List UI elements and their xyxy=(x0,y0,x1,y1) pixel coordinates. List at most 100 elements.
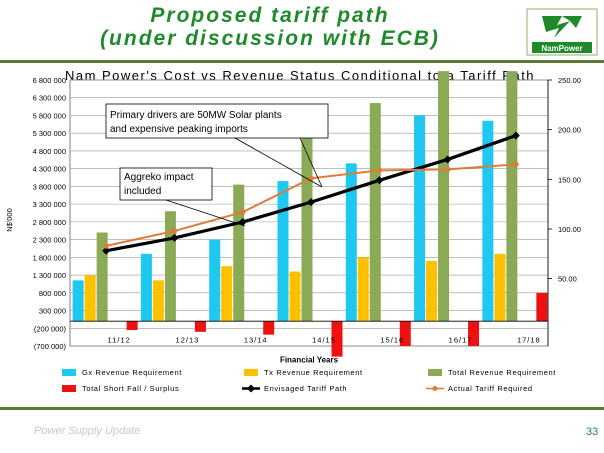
x-tick-label: 15/16 xyxy=(380,335,404,344)
annotation-box-drivers xyxy=(105,103,329,139)
bar-tx-revenue-requirement xyxy=(221,266,233,322)
line-point xyxy=(376,167,383,174)
line-point xyxy=(443,155,452,164)
chart-title: Nam Power's Cost vs Revenue Status Condi… xyxy=(65,68,535,83)
line-point xyxy=(375,176,384,185)
x-tick-label: 16/17 xyxy=(449,335,473,344)
y-left-tick-label: 2 800 000 xyxy=(33,218,66,227)
bar-total-revenue-requirement xyxy=(164,211,176,322)
annotation-drivers-line2: and expensive peaking imports xyxy=(110,124,248,135)
bar-gx-revenue-requirement xyxy=(140,253,152,322)
logo-text: NamPower xyxy=(541,44,582,53)
x-tick-label: 14/15 xyxy=(312,335,336,344)
bar-total-short-fall-surplus xyxy=(399,321,411,346)
bar-total-revenue-requirement xyxy=(301,133,313,322)
annotation-aggreko-line1: Aggreko impact xyxy=(124,172,194,183)
y-left-tick-label: 300 000 xyxy=(39,307,66,316)
bar-gx-revenue-requirement xyxy=(72,280,84,322)
line-point xyxy=(308,175,314,182)
y-left-tick-label: 1 300 000 xyxy=(33,271,66,280)
line-point xyxy=(102,246,111,255)
line-point xyxy=(239,209,246,215)
y-left-tick-label: (200 000) xyxy=(34,324,67,333)
legend-marker xyxy=(432,386,438,391)
bar-gx-revenue-requirement xyxy=(482,120,494,322)
chart-bars xyxy=(72,71,548,357)
bar-total-short-fall-surplus xyxy=(263,321,275,335)
legend-label: Envisaged Tariff Path xyxy=(264,384,347,393)
bar-total-short-fall-surplus xyxy=(468,321,480,346)
legend-swatch xyxy=(244,369,258,376)
bar-tx-revenue-requirement xyxy=(289,271,301,322)
chart-lines xyxy=(102,131,520,255)
bar-gx-revenue-requirement xyxy=(209,239,221,322)
footer-rule xyxy=(0,407,604,410)
bar-total-revenue-requirement xyxy=(96,232,108,322)
chart-legend: Gx Revenue Requirement Tx Revenue Require… xyxy=(62,368,556,393)
bar-gx-revenue-requirement xyxy=(345,163,357,322)
legend-swatch xyxy=(428,369,442,376)
y-right-tick-label: 150.00 xyxy=(558,175,581,184)
y-left-tick-label: 1 800 000 xyxy=(33,253,66,262)
bar-tx-revenue-requirement xyxy=(357,257,369,322)
bar-total-revenue-requirement xyxy=(233,184,245,322)
y-left-tick-label: 4 300 000 xyxy=(33,165,66,174)
header-rule xyxy=(0,60,604,63)
bar-total-short-fall-surplus xyxy=(126,321,138,331)
nampower-logo: NamPower xyxy=(526,8,598,56)
line-point xyxy=(171,228,178,234)
nampower-logo-icon: NamPower xyxy=(526,8,598,56)
legend-label: Gx Revenue Requirement xyxy=(82,368,182,377)
y-right-tick-label: 250.00 xyxy=(558,76,581,85)
slide-title: Proposed tariff path (under discussion w… xyxy=(60,4,480,50)
legend-swatch xyxy=(62,385,76,392)
slide-title-line2: (under discussion with ECB) xyxy=(100,27,440,50)
annotation-box-aggreko xyxy=(119,167,213,201)
y-left-tick-label: 3 800 000 xyxy=(33,182,66,191)
legend-swatch xyxy=(62,369,76,376)
bar-tx-revenue-requirement xyxy=(494,253,506,322)
y-right-tick-label: 200.00 xyxy=(558,126,581,135)
legend-label: Tx Revenue Requirement xyxy=(264,368,363,377)
legend-marker xyxy=(247,384,255,393)
annotation-drivers-pointer-b xyxy=(299,137,323,188)
bar-total-short-fall-surplus xyxy=(536,292,548,322)
y-left-tick-label: 800 000 xyxy=(39,289,66,298)
line-point xyxy=(170,233,179,242)
bar-gx-revenue-requirement xyxy=(277,181,289,322)
bar-total-revenue-requirement xyxy=(438,71,450,322)
x-tick-label: 17/18 xyxy=(517,335,541,344)
cost-vs-revenue-chart: Nam Power's Cost vs Revenue Status Condi… xyxy=(5,68,581,393)
x-tick-label: 12/13 xyxy=(176,335,200,344)
bar-tx-revenue-requirement xyxy=(152,280,164,322)
slide-title-line1: Proposed tariff path xyxy=(150,4,390,27)
legend-label: Actual Tariff Required xyxy=(448,384,533,393)
x-axis-label: Financial Years xyxy=(280,355,339,364)
page-number: 33 xyxy=(586,426,599,438)
y-left-tick-label: (700 000) xyxy=(34,342,67,351)
x-tick-label: 13/14 xyxy=(244,335,268,344)
y-left-tick-label: 4 800 000 xyxy=(33,147,66,156)
y-axis-label: N$'000 xyxy=(5,208,14,232)
bar-tx-revenue-requirement xyxy=(84,275,96,322)
line-point xyxy=(307,198,315,207)
bar-tx-revenue-requirement xyxy=(426,260,438,322)
bar-total-revenue-requirement xyxy=(506,71,518,322)
y-left-tick-label: 6 800 000 xyxy=(33,76,66,85)
annotation-drivers-line1: Primary drivers are 50MW Solar plants xyxy=(110,110,282,121)
line-point xyxy=(444,166,451,173)
y-left-tick-label: 2 300 000 xyxy=(33,236,66,245)
annotation-aggreko-line2: included xyxy=(124,186,161,197)
line-point xyxy=(103,243,109,249)
y-left-tick-label: 5 800 000 xyxy=(33,111,66,120)
bar-total-short-fall-surplus xyxy=(331,321,343,357)
line-point xyxy=(238,218,247,227)
legend-label: Total Short Fall / Surplus xyxy=(82,384,179,393)
chart-axes: (700 000) (200 000) 300 000 800 000 1 300 00… xyxy=(5,76,581,364)
y-left-tick-label: 6 300 000 xyxy=(33,94,66,103)
y-left-tick-label: 5 300 000 xyxy=(33,129,66,138)
annotation-aggreko-pointer xyxy=(165,199,246,227)
chart-annotations: Primary drivers are 50MW Solar plants and… xyxy=(105,103,329,227)
y-left-tick-label: 3 300 000 xyxy=(33,200,66,209)
y-right-tick-label: 100.00 xyxy=(558,225,581,234)
